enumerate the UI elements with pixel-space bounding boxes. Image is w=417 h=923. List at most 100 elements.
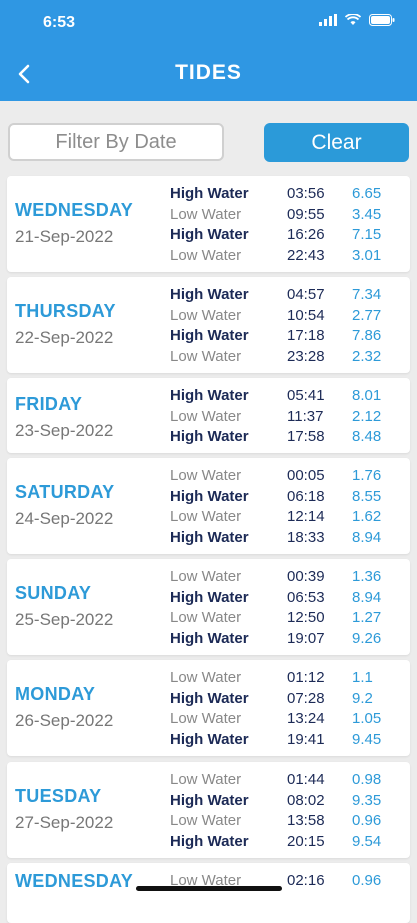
tide-type: Low Water — [170, 508, 242, 525]
day-card[interactable]: SATURDAY 24-Sep-2022 Low Water 00:05 1.76 Hig… — [7, 458, 410, 554]
tide-row: Low Water 10:54 2.77 — [7, 306, 410, 326]
tide-time: 20:15 — [287, 832, 325, 850]
tide-row: Low Water 12:14 1.62 — [7, 507, 410, 527]
tide-type: Low Water — [170, 609, 242, 626]
tide-time: 05:41 — [287, 387, 325, 404]
tide-time: 01:12 — [287, 669, 325, 686]
tide-type: Low Water — [170, 568, 242, 585]
tide-time: 11:37 — [287, 407, 324, 425]
day-card[interactable]: FRIDAY 23-Sep-2022 High Water 05:41 8.01 Low … — [7, 378, 410, 453]
tide-time: 13:58 — [287, 812, 325, 829]
tide-type: High Water — [170, 226, 249, 243]
tide-type: High Water — [170, 428, 249, 445]
tide-row: High Water 03:56 6.65 — [7, 184, 410, 204]
tide-type: High Water — [170, 832, 249, 850]
tide-time: 09:55 — [287, 205, 325, 223]
tide-row: High Water 05:41 8.01 — [7, 386, 410, 406]
tide-time: 12:14 — [287, 508, 325, 525]
tide-type: Low Water — [170, 771, 242, 788]
tide-row: High Water 17:18 7.86 — [7, 326, 410, 346]
tide-row: High Water 06:53 8.94 — [7, 588, 410, 608]
day-name: WEDNESDAY — [15, 200, 134, 220]
tide-time: 12:50 — [287, 609, 325, 626]
tide-row: Low Water 12:50 1.27 — [7, 608, 410, 628]
tide-height: 8.94 — [352, 528, 382, 546]
tide-height: 8.48 — [352, 428, 382, 445]
tide-row: High Water 19:41 9.45 — [7, 730, 410, 750]
tide-time: 19:07 — [287, 629, 325, 647]
tide-time: 23:28 — [287, 347, 325, 365]
day-date: 25-Sep-2022 — [15, 610, 114, 629]
tide-height: 9.45 — [352, 730, 382, 748]
tide-type: Low Water — [170, 710, 242, 727]
tide-row: High Water 16:26 7.15 — [7, 225, 410, 245]
tide-height: 6.65 — [352, 185, 382, 202]
day-name: WEDNESDAY — [15, 871, 134, 891]
back-button[interactable] — [12, 60, 36, 88]
tide-time: 10:54 — [287, 306, 325, 324]
tide-row: Low Water 13:24 1.05 — [7, 709, 410, 729]
day-card[interactable]: WEDNESDAY Low Water 02:16 0.96 — [7, 863, 410, 923]
tide-type: Low Water — [170, 205, 242, 223]
clear-button[interactable]: Clear — [264, 123, 409, 162]
tide-type: High Water — [170, 487, 249, 505]
tide-time: 00:05 — [287, 467, 325, 484]
tide-time: 18:33 — [287, 528, 325, 546]
day-card[interactable]: SUNDAY 25-Sep-2022 Low Water 00:39 1.36 High … — [7, 559, 410, 655]
status-time: 6:53 — [43, 14, 76, 31]
day-card[interactable]: MONDAY 26-Sep-2022 Low Water 01:12 1.1 High W… — [7, 660, 410, 756]
tide-height: 2.77 — [352, 306, 382, 324]
day-name: MONDAY — [15, 684, 96, 704]
signal-icon — [319, 14, 337, 26]
tide-row: High Water 18:33 8.94 — [7, 528, 410, 548]
tide-time: 06:18 — [287, 487, 325, 505]
tide-type: High Water — [170, 185, 249, 202]
day-name: TUESDAY — [15, 786, 102, 806]
tide-height: 9.26 — [352, 629, 382, 647]
tide-height: 8.55 — [352, 487, 382, 505]
filter-by-date-input[interactable]: Filter By Date — [8, 123, 224, 161]
tide-height: 8.01 — [352, 387, 382, 404]
tide-time: 04:57 — [287, 286, 325, 303]
tide-height: 0.96 — [352, 812, 382, 829]
day-date: 22-Sep-2022 — [15, 328, 114, 347]
tide-row: Low Water 11:37 2.12 — [7, 407, 410, 427]
tide-time: 17:58 — [287, 428, 325, 445]
tide-type: High Water — [170, 327, 249, 344]
tide-height: 1.36 — [352, 568, 382, 585]
tide-row: Low Water 22:43 3.01 — [7, 246, 410, 266]
tide-row: Low Water 00:05 1.76 — [7, 466, 410, 486]
day-date: 21-Sep-2022 — [15, 227, 114, 246]
tide-row: Low Water 02:16 0.96 — [7, 871, 410, 891]
day-card[interactable]: TUESDAY 27-Sep-2022 Low Water 01:44 0.98 High… — [7, 762, 410, 858]
tide-row: High Water 07:28 9.2 — [7, 689, 410, 709]
tide-time: 06:53 — [287, 588, 325, 606]
tide-time: 16:26 — [287, 226, 325, 243]
tide-height: 1.05 — [352, 710, 382, 727]
filter-bar: Filter By Date Clear — [0, 101, 417, 171]
day-card[interactable]: WEDNESDAY 21-Sep-2022 High Water 03:56 6.65 L… — [7, 176, 410, 272]
tide-row: High Water 19:07 9.26 — [7, 629, 410, 649]
tide-type: High Water — [170, 387, 249, 404]
tide-time: 01:44 — [287, 771, 325, 788]
tide-height: 9.54 — [352, 832, 382, 850]
home-indicator — [136, 886, 282, 891]
tide-height: 7.34 — [352, 286, 382, 303]
chevron-left-icon — [18, 64, 30, 84]
tide-row: Low Water 09:55 3.45 — [7, 205, 410, 225]
tide-height: 8.94 — [352, 588, 382, 606]
app-header: 6:53 TIDES — [0, 0, 417, 101]
day-card[interactable]: THURSDAY 22-Sep-2022 High Water 04:57 7.34 Lo… — [7, 277, 410, 373]
tide-row: Low Water 13:58 0.96 — [7, 811, 410, 831]
tide-time: 03:56 — [287, 185, 325, 202]
tide-time: 19:41 — [287, 730, 325, 748]
day-name: THURSDAY — [15, 301, 116, 321]
tide-time: 22:43 — [287, 246, 325, 264]
tide-time: 17:18 — [287, 327, 325, 344]
tide-type: Low Water — [170, 246, 242, 264]
tide-height: 0.96 — [352, 872, 382, 889]
tide-type: Low Water — [170, 872, 242, 889]
tide-time: 07:28 — [287, 689, 325, 707]
status-icons — [319, 14, 395, 26]
tide-height: 7.86 — [352, 327, 382, 344]
